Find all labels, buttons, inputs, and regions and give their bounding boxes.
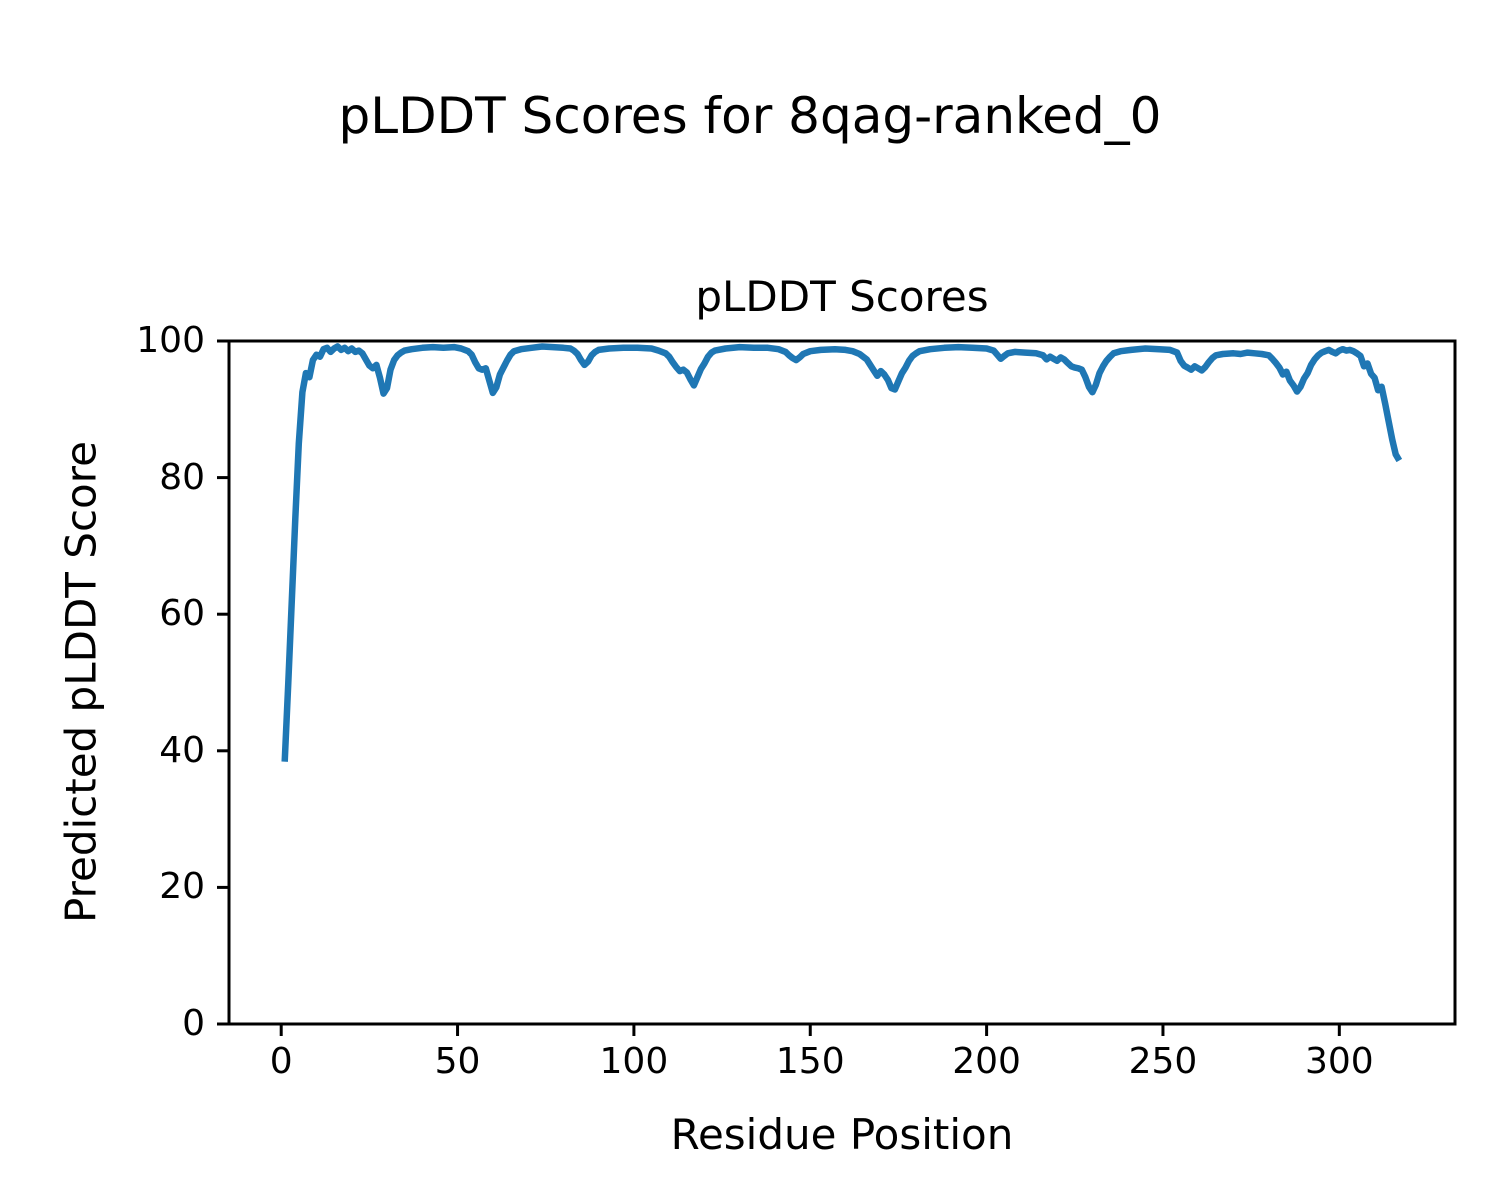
plddt-line [281,343,1403,762]
x-tick-label: 100 [599,1041,669,1082]
x-tick-label: 250 [1128,1041,1198,1082]
y-tick-label: 60 [159,593,205,635]
figure-title: pLDDT Scores for 8qag-ranked_0 [338,87,1162,145]
y-tick-label: 0 [182,1003,205,1044]
x-tick-label: 300 [1304,1041,1374,1082]
y-tick-label: 20 [159,866,205,908]
x-tick-label: 200 [952,1041,1021,1082]
x-tick-label: 50 [434,1041,481,1082]
y-tick-label: 100 [136,320,205,361]
axes-title: pLDDT Scores [695,272,989,321]
x-tick-label: 150 [775,1041,845,1082]
x-tick-label: 0 [269,1041,293,1082]
axes-box [227,339,1457,1026]
y-tick-label: 80 [159,456,205,498]
y-tick-label: 40 [159,729,205,771]
x-axis-label: Residue Position [670,1110,1014,1159]
